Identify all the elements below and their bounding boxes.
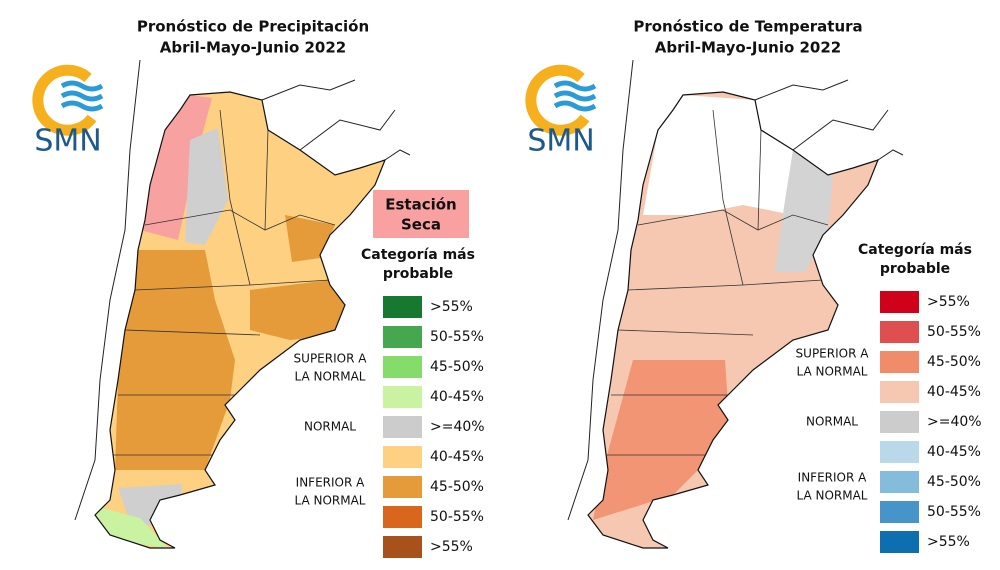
legend-label: 45-50% (430, 359, 484, 375)
panel: Pronóstico de Temperatura Abril-Mayo-Juni… (525, 18, 982, 553)
logo-wave (553, 100, 597, 112)
legend-group: LA NORMAL (295, 370, 366, 384)
legend-swatch (880, 501, 919, 523)
legend-group: SUPERIOR A (796, 347, 870, 361)
logo-ring (525, 64, 590, 136)
legend-swatch (880, 411, 919, 433)
logo-wave (60, 100, 104, 112)
legend-title: probable (880, 261, 950, 277)
logo: SMN (525, 64, 597, 159)
legend-swatch (383, 506, 422, 528)
badge-box (373, 190, 469, 238)
legend-swatch (383, 326, 422, 348)
legend-title: probable (383, 266, 453, 282)
logo-wave (553, 90, 597, 102)
legend-swatch (383, 476, 422, 498)
panel: Pronóstico de Precipitación Abril-Mayo-Ju… (32, 18, 485, 558)
legend-swatch (383, 416, 422, 438)
legend-label: 50-55% (927, 324, 981, 340)
legend-group: NORMAL (806, 415, 858, 429)
legend-group: NORMAL (304, 420, 356, 434)
legend-group: INFERIOR A (296, 476, 365, 490)
title: Pronóstico de Temperatura (633, 18, 862, 36)
legend-swatch (880, 471, 919, 493)
legend-label: 40-45% (927, 384, 981, 400)
legend-label: 45-50% (927, 354, 981, 370)
legend-swatch (383, 446, 422, 468)
legend-swatch (383, 386, 422, 408)
legend-swatch (880, 321, 919, 343)
subtitle: Abril-Mayo-Junio 2022 (160, 39, 347, 57)
legend-group: LA NORMAL (797, 489, 868, 503)
legend-swatch (880, 531, 919, 553)
legend-label: 45-50% (430, 479, 484, 495)
legend-title: Categoría más (858, 242, 972, 258)
badge-text: Seca (401, 216, 441, 234)
logo: SMN (32, 64, 104, 159)
legend-label: 40-45% (927, 444, 981, 460)
legend-label: >=40% (927, 414, 982, 430)
subtitle: Abril-Mayo-Junio 2022 (655, 39, 842, 57)
legend-swatch (880, 381, 919, 403)
logo-ring (32, 64, 97, 136)
badge-text: Estación (385, 196, 456, 214)
legend-label: 40-45% (430, 449, 484, 465)
legend-swatch (383, 296, 422, 318)
logo-wave (60, 90, 104, 102)
legend-swatch (880, 351, 919, 373)
logo-text: SMN (527, 124, 594, 159)
legend-swatch (880, 291, 919, 313)
legend-label: >=40% (430, 419, 485, 435)
legend-label: >55% (430, 539, 473, 555)
legend-label: 50-55% (430, 329, 484, 345)
legend-group: LA NORMAL (797, 365, 868, 379)
legend-label: 45-50% (927, 474, 981, 490)
title: Pronóstico de Precipitación (137, 18, 369, 36)
legend-label: 50-55% (430, 509, 484, 525)
temperature-map (567, 59, 904, 549)
legend-swatch (880, 441, 919, 463)
legend-title: Categoría más (361, 247, 475, 263)
logo-wave (553, 80, 597, 92)
legend-group: INFERIOR A (798, 471, 867, 485)
legend-label: 50-55% (927, 504, 981, 520)
legend-label: >55% (927, 294, 970, 310)
legend-group: SUPERIOR A (294, 352, 368, 366)
legend-label: 40-45% (430, 389, 484, 405)
legend-label: >55% (927, 534, 970, 550)
legend-swatch (383, 536, 422, 558)
legend-swatch (383, 356, 422, 378)
legend-label: >55% (430, 299, 473, 315)
logo-text: SMN (34, 124, 101, 159)
precipitation-map (74, 59, 411, 549)
logo-wave (60, 80, 104, 92)
legend-group: LA NORMAL (295, 494, 366, 508)
